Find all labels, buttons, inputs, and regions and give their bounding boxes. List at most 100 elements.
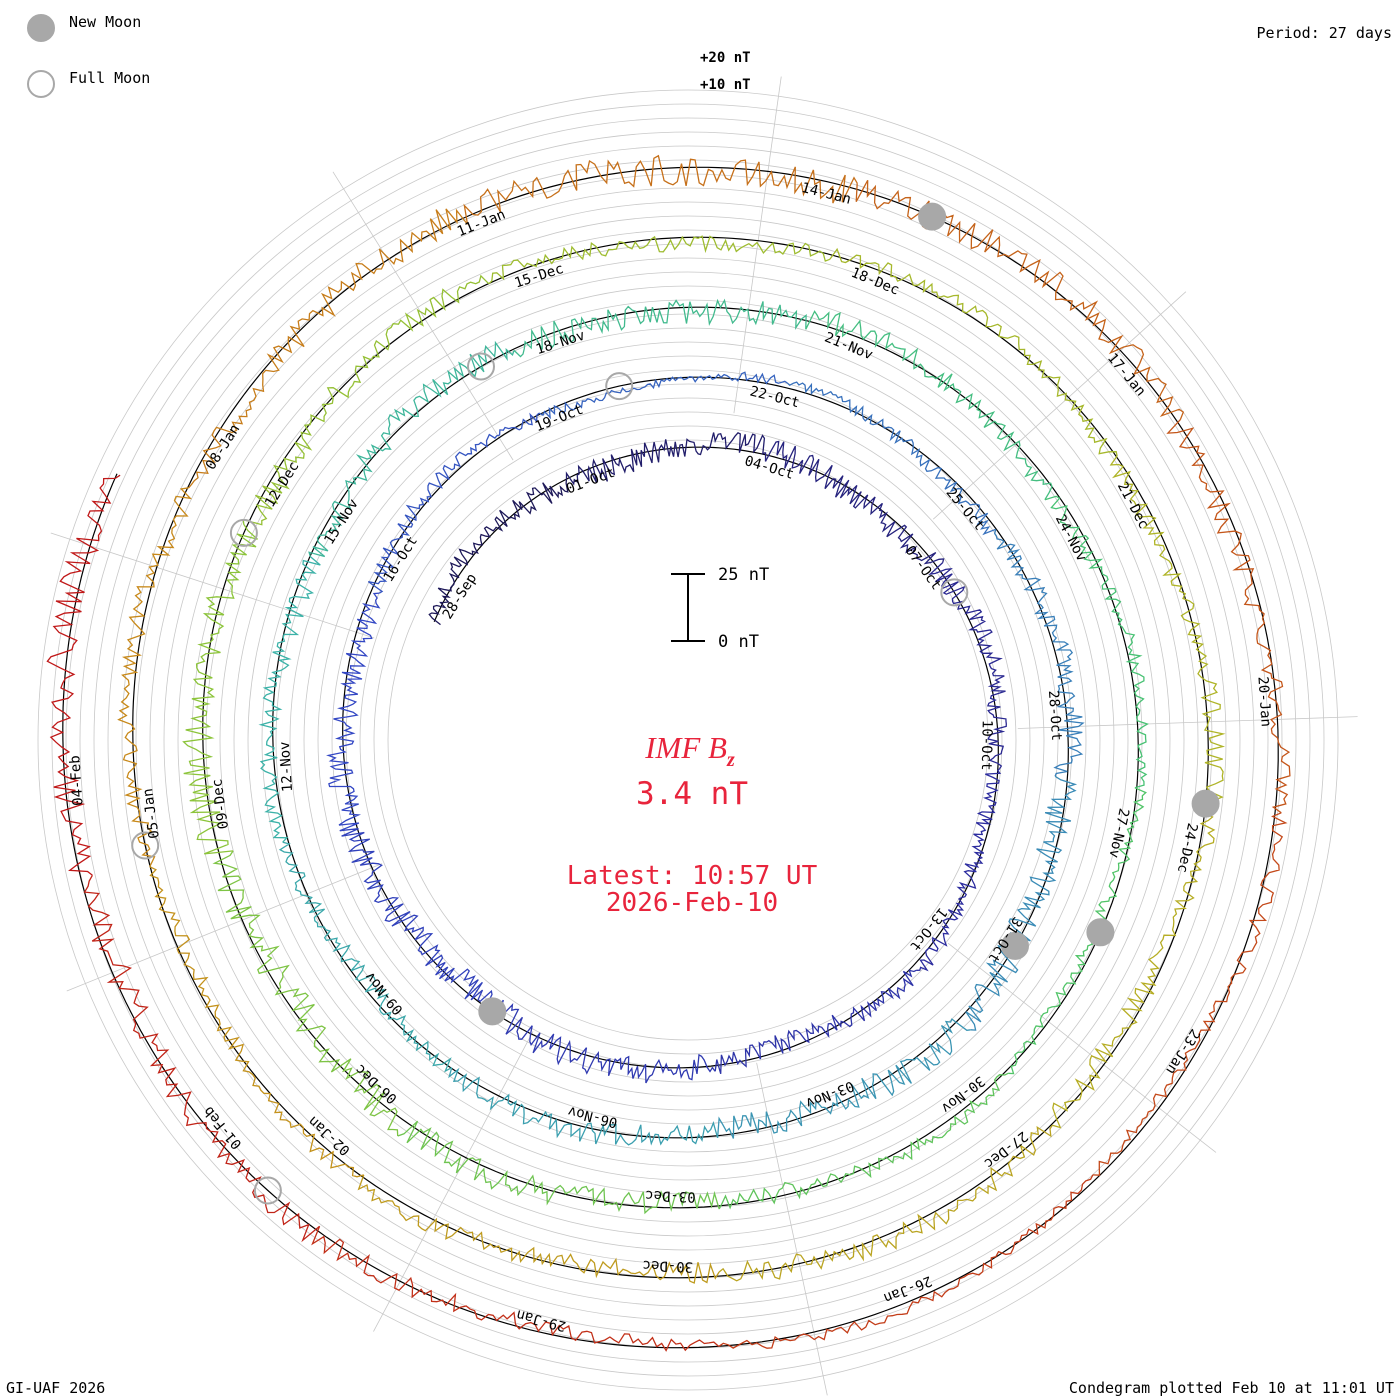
ring-label-20: +20 nT (700, 50, 751, 66)
date-label: 01-Oct (564, 465, 617, 498)
new-moon-marker (1086, 918, 1115, 947)
grid-ring (177, 229, 1199, 1251)
trace-segment (496, 999, 716, 1084)
date-label: 03-Dec (645, 1187, 696, 1205)
grid-ring (317, 369, 1059, 1111)
trace-segment (488, 235, 831, 285)
radial-spoke (373, 1031, 534, 1332)
grid-ring (163, 215, 1213, 1265)
trace-segment (718, 1072, 1009, 1210)
radial-spoke (1017, 716, 1358, 729)
center-title: IMF Bz (644, 730, 735, 771)
grid-ring (135, 187, 1241, 1293)
date-label: 26-Jan (881, 1272, 934, 1306)
date-label: 04-Feb (67, 755, 86, 807)
date-label: 18-Dec (849, 265, 902, 299)
date-label: 20-Jan (1254, 676, 1273, 728)
trace-segment (855, 179, 1185, 420)
grid-ring (37, 89, 1339, 1391)
trace-segment (716, 1018, 971, 1139)
grid-ring (93, 145, 1283, 1335)
new-moon-marker (1191, 789, 1220, 818)
trace-segment (367, 412, 540, 594)
trace-segment (928, 562, 1007, 769)
trace-segment (1092, 812, 1288, 1176)
trace-segment (258, 556, 321, 843)
scale-bar-bottom-label: 0 nT (718, 632, 759, 652)
footer-plot-time: Condegram plotted Feb 10 at 11:01 UT (1068, 1379, 1394, 1397)
trace-segment (538, 371, 788, 420)
grid-ring (65, 117, 1311, 1363)
date-label: 05-Jan (140, 787, 163, 839)
legend-new-moon: New Moon (27, 13, 142, 42)
grid-ring (373, 425, 1003, 1055)
date-label: 10-Oct (978, 720, 995, 771)
scale-bar-top-label: 25 nT (718, 565, 769, 585)
footer-credit: GI-UAF 2026 (6, 1379, 106, 1397)
trace-segment (149, 866, 364, 1178)
grid-ring (247, 299, 1129, 1181)
full-moon-marker (605, 372, 634, 401)
trace-segment (786, 381, 996, 536)
date-label: 04-Oct (743, 453, 796, 483)
trace-segment (829, 247, 1118, 457)
trace-segment (243, 274, 490, 526)
trace-segment (1166, 419, 1291, 814)
trace-segment (1052, 799, 1216, 1129)
center-title-subscript: z (726, 749, 735, 771)
trace-segment (212, 850, 399, 1137)
trace-segment (46, 474, 121, 876)
data-traces (46, 154, 1291, 1352)
trace-segment (1044, 495, 1149, 789)
grid-ring (303, 355, 1073, 1125)
trace-segment (718, 1174, 1094, 1349)
date-label: 22-Oct (748, 383, 801, 411)
ring-label-10: +10 nT (700, 77, 751, 93)
date-label: 30-Dec (642, 1257, 693, 1275)
grid-ring (233, 285, 1143, 1195)
latest-date: 2026-Feb-10 (606, 888, 778, 918)
full-moon-marker (131, 831, 160, 860)
trace-segment (182, 519, 258, 855)
trace-segment (513, 298, 807, 358)
trace-segment (965, 775, 1078, 1031)
trace-segment (117, 487, 193, 867)
trace-segment (805, 310, 1053, 501)
trace-segment (308, 340, 515, 558)
date-label: 09-Dec (209, 778, 232, 830)
new-moon-icon (27, 14, 55, 42)
grid-ring (275, 327, 1101, 1153)
radial-spoke (50, 532, 375, 639)
trace-segment (83, 874, 321, 1243)
date-label: 12-Nov (277, 741, 296, 793)
trace-segment (916, 767, 1002, 972)
trace-segment (428, 478, 569, 626)
trace-segment (357, 1174, 720, 1284)
radial-spoke (66, 863, 383, 992)
full-moon-marker (467, 352, 495, 381)
radial-spoke (947, 942, 1217, 1153)
trace-segment (339, 827, 504, 1017)
trace-segment (448, 1067, 719, 1146)
date-label: 15-Dec (513, 261, 566, 292)
new-moon-label: New Moon (69, 13, 142, 31)
date-label: 19-Oct (533, 402, 586, 436)
trace-segment (718, 1124, 1053, 1282)
grid-ring (51, 103, 1325, 1377)
trace-segment (326, 592, 381, 832)
trace-segment (278, 841, 453, 1073)
radial-spoke (733, 76, 782, 414)
trace-segment (565, 432, 766, 486)
full-moon-marker (940, 578, 969, 607)
moon-markers (131, 202, 1220, 1205)
radial-spoke (332, 171, 514, 461)
trace-segment (1109, 455, 1226, 802)
full-moon-icon (27, 70, 55, 98)
trace-segment (994, 529, 1085, 777)
radial-spoke (932, 291, 1187, 520)
legend-full-moon: Full Moon (27, 69, 151, 98)
full-moon-label: Full Moon (69, 69, 151, 87)
grid-ring (331, 383, 1045, 1097)
scale-bar (671, 573, 705, 642)
